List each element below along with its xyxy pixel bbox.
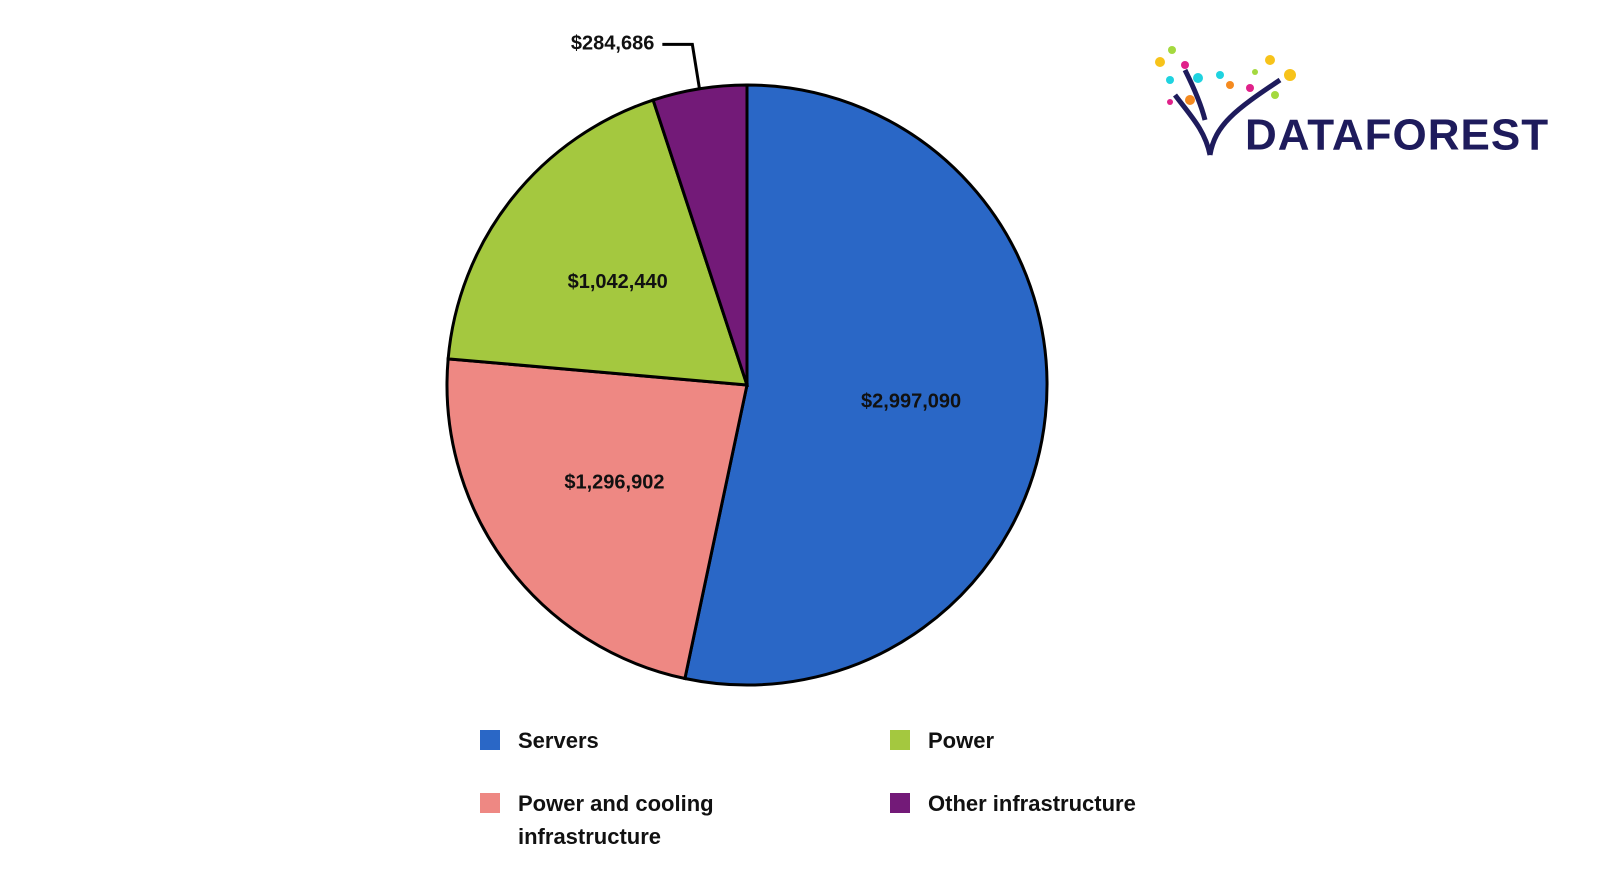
legend-swatch <box>480 730 500 750</box>
pie-slice <box>446 98 750 387</box>
legend-label: Power and cooling infrastructure <box>518 791 714 849</box>
legend-swatch <box>890 730 910 750</box>
data-label: $2,997,090 <box>861 390 961 412</box>
pie-slice <box>651 83 749 386</box>
legend-label: Other infrastructure <box>928 791 1136 816</box>
legend-item: Other infrastructure <box>890 787 1168 820</box>
data-label: $1,296,902 <box>564 471 664 493</box>
legend-item: Servers <box>480 724 758 757</box>
legend-label: Servers <box>518 728 599 753</box>
logo-text: DATAFOREST <box>1245 111 1549 160</box>
legend-swatch <box>890 793 910 813</box>
legend-item: Power and cooling infrastructure <box>480 787 758 853</box>
pie-slice <box>445 357 749 681</box>
data-label: $1,042,440 <box>568 271 668 293</box>
legend-item: Power <box>890 724 1168 757</box>
legend-label: Power <box>928 728 995 753</box>
leader-line <box>662 42 701 90</box>
data-label: $284,686 <box>571 33 654 55</box>
legend-swatch <box>480 793 500 813</box>
pie-slice <box>683 83 1049 687</box>
logo-icon <box>1155 46 1296 156</box>
